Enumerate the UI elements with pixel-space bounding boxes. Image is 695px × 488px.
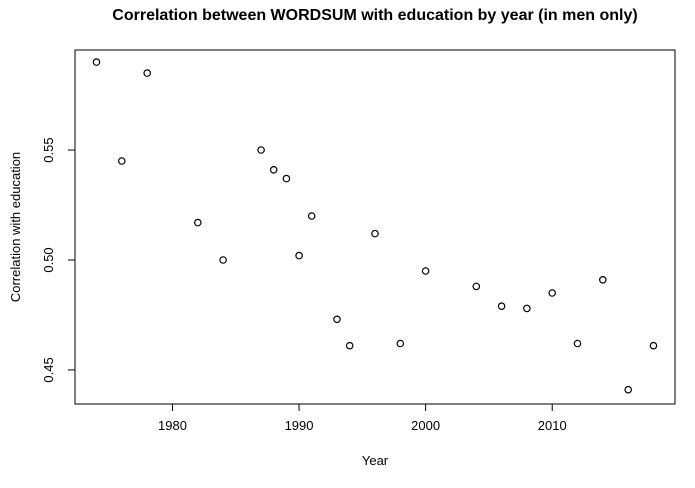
data-point: [219, 256, 227, 264]
data-point: [548, 289, 557, 297]
y-tick-label: 0.45: [41, 357, 56, 382]
data-point: [523, 304, 531, 313]
data-point: [143, 69, 152, 77]
data-point: [307, 212, 316, 220]
data-point: [194, 218, 202, 227]
y-axis-title: Correlation with education: [8, 152, 23, 302]
data-point: [472, 282, 481, 291]
data-point: [598, 275, 607, 284]
data-point: [624, 385, 633, 394]
x-tick-label: 1990: [285, 418, 314, 433]
x-tick-label: 2010: [538, 418, 567, 433]
data-point: [421, 267, 430, 275]
data-point: [118, 157, 126, 165]
data-point: [497, 302, 506, 311]
data-point: [573, 339, 582, 348]
x-tick-label: 2000: [411, 418, 440, 433]
data-point: [257, 146, 265, 154]
data-point: [295, 251, 303, 260]
data-point: [371, 229, 379, 238]
y-tick-label: 0.50: [41, 247, 56, 272]
data-point: [649, 341, 658, 350]
chart-title: Correlation between WORDSUM with educati…: [112, 7, 638, 24]
data-point: [396, 339, 405, 348]
data-point: [333, 315, 341, 324]
x-tick-label: 1980: [158, 418, 187, 433]
data-point: [282, 174, 291, 183]
data-point: [92, 58, 101, 66]
y-tick-label: 0.55: [41, 137, 56, 162]
x-axis-title: Year: [362, 453, 389, 468]
data-point: [269, 166, 278, 174]
data-point: [345, 341, 354, 350]
plot-box: [74, 49, 676, 405]
